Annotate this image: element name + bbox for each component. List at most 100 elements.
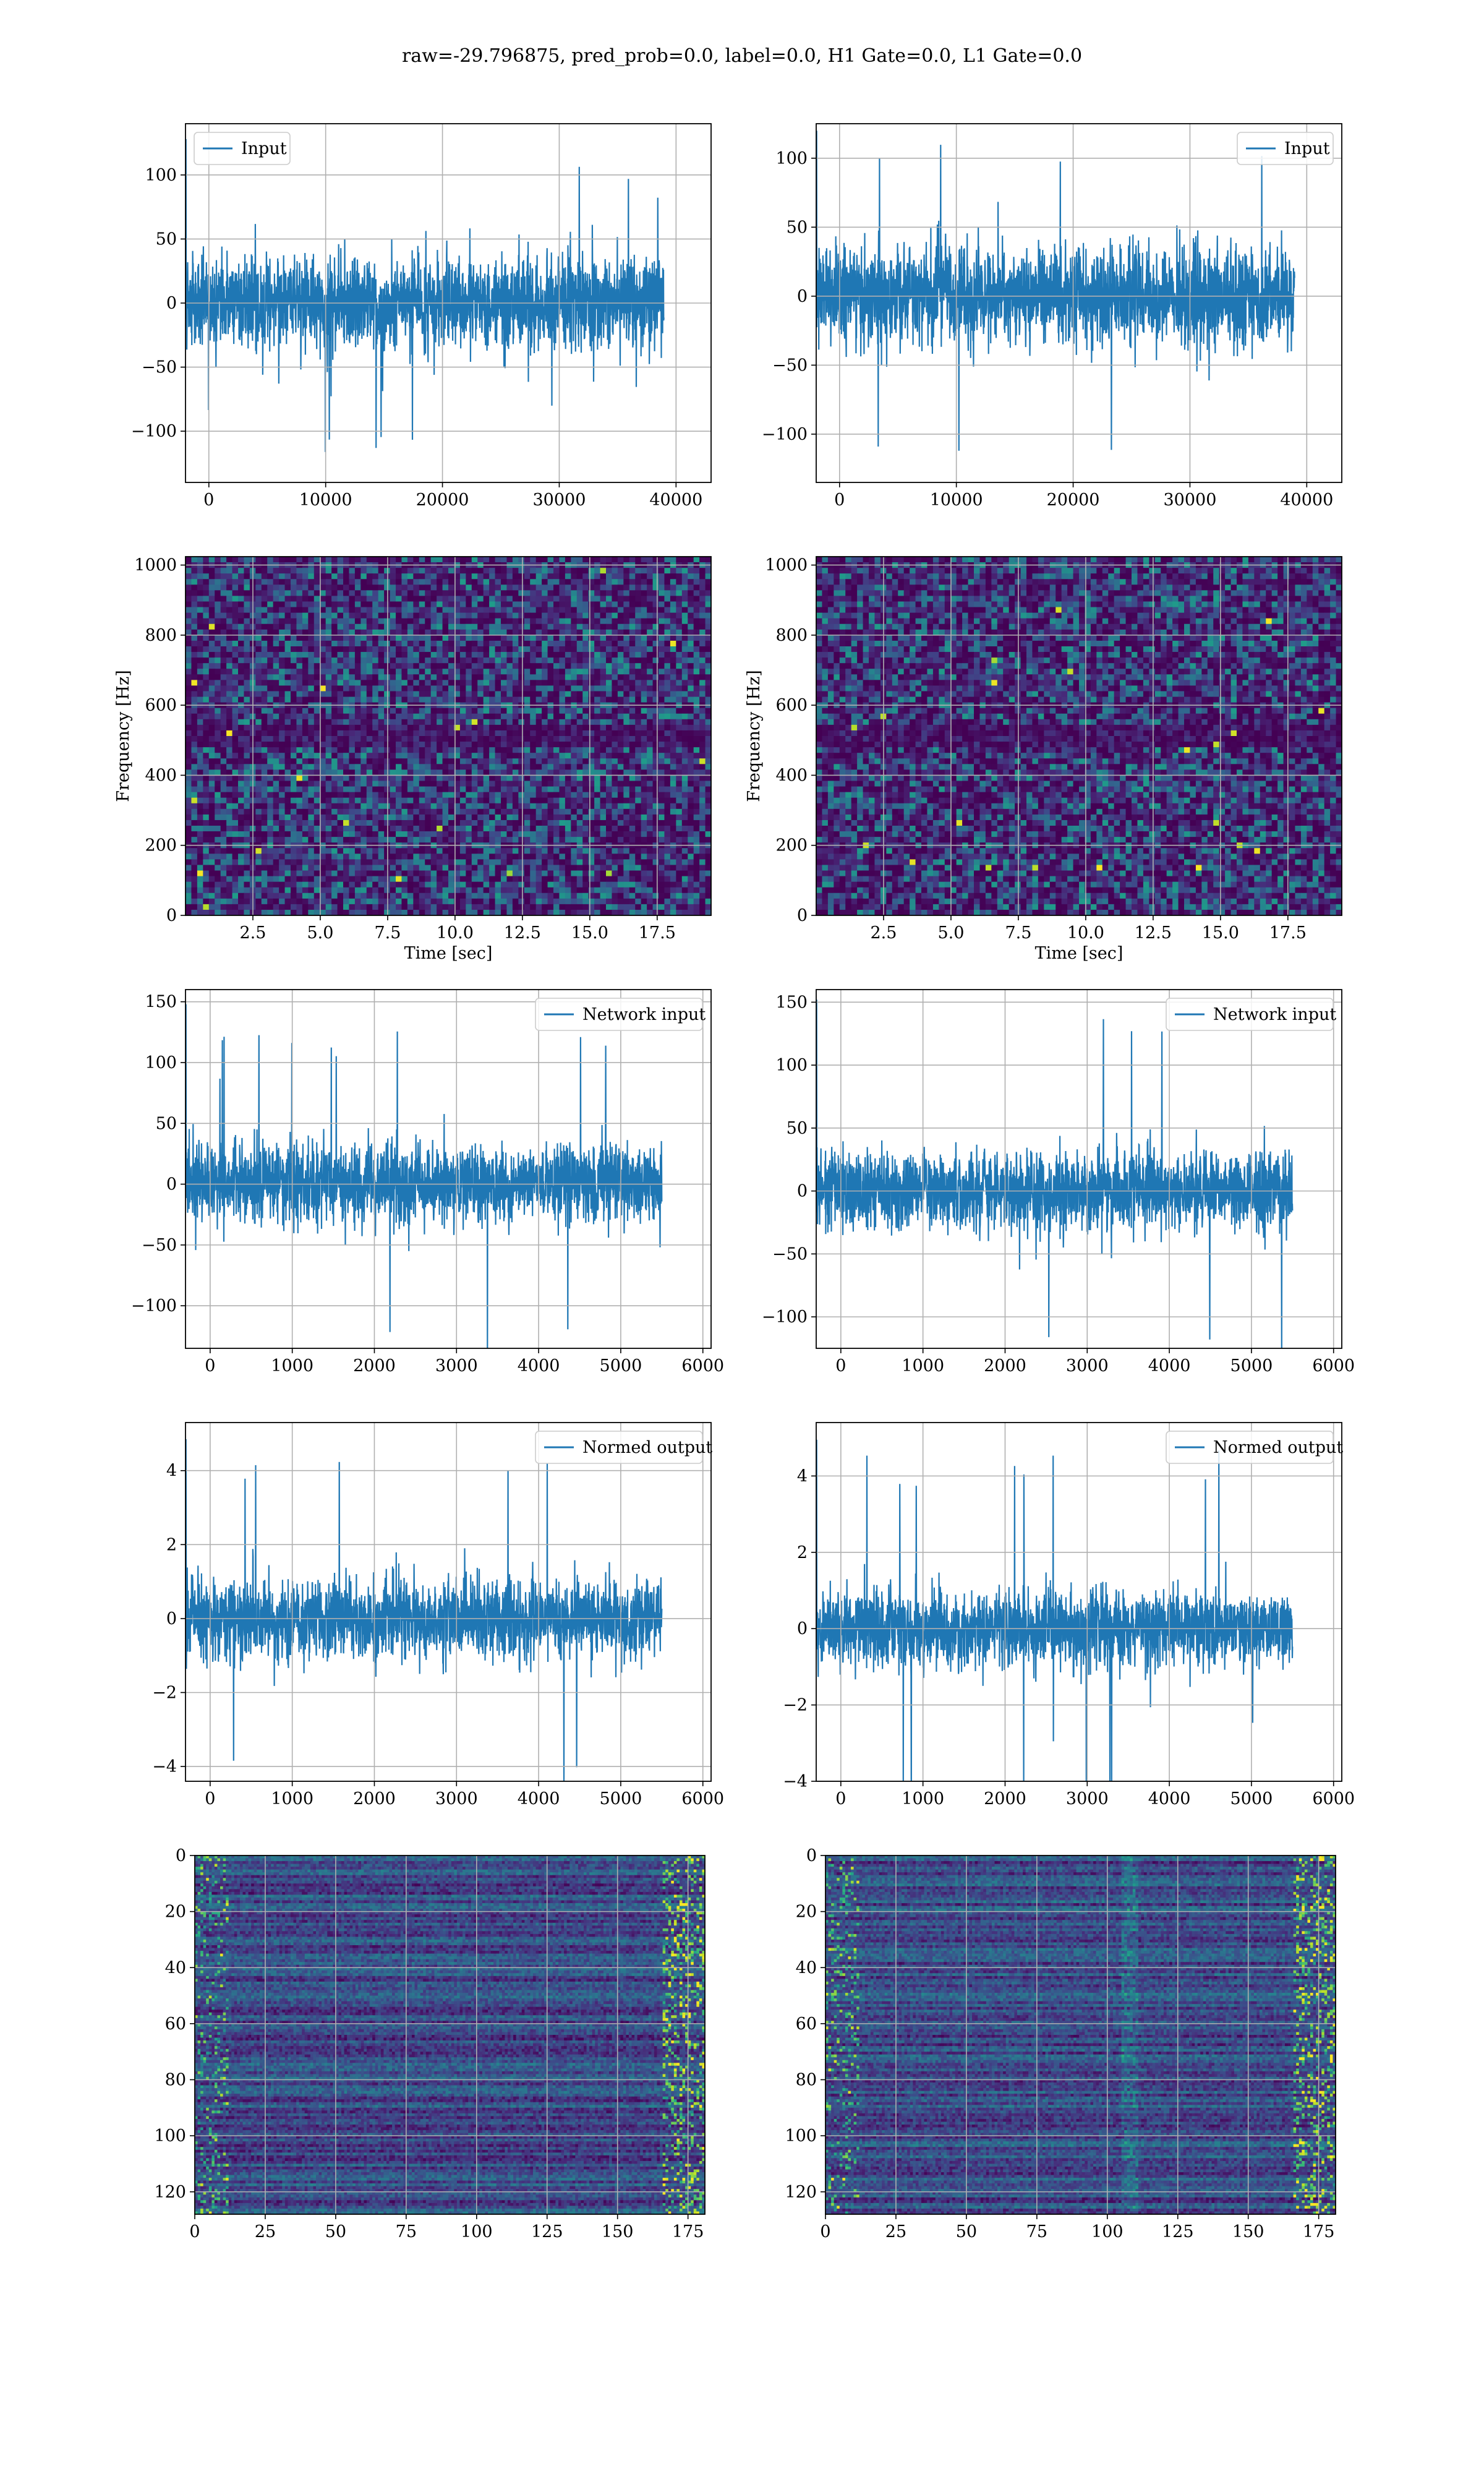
feature-map-l1-ytick-label-5: 100 — [785, 2126, 817, 2146]
spectrogram-h1-ytick-label-1: 200 — [145, 836, 177, 855]
input-h1-legend-label: Input — [241, 139, 287, 158]
spectrogram-h1-ytick-label-0: 0 — [166, 906, 177, 925]
feature-map-h1-ytick-label-2: 40 — [165, 1958, 186, 1977]
input-h1-xtick-label-1: 10000 — [299, 490, 352, 510]
spectrogram-l1-xtick-label-4: 12.5 — [1135, 923, 1172, 943]
input-h1-xtick-label-0: 0 — [203, 490, 214, 510]
input-h1-ytick-label-4: 100 — [145, 166, 177, 185]
network-input-h1-ytick-label-4: 100 — [145, 1053, 177, 1072]
input-l1-xtick-label-1: 10000 — [930, 490, 983, 510]
normed-output-h1-series-line — [186, 1439, 663, 1781]
network-input-l1-frame — [816, 989, 1342, 1349]
normed-output-l1-ytick-label-1: −2 — [783, 1696, 808, 1715]
input-l1-xtick-label-3: 30000 — [1163, 490, 1216, 510]
normed-output-h1-plot-area — [186, 1439, 663, 1781]
spectrogram-h1-frame — [185, 556, 712, 916]
feature-map-h1-xtick-label-6: 150 — [602, 2222, 634, 2241]
normed-output-l1-xtick-label-2: 2000 — [984, 1789, 1026, 1808]
normed-output-h1-legend: Normed output — [535, 1431, 712, 1464]
network-input-h1-plot-area — [186, 1004, 663, 1348]
feature-map-l1-ytick-label-1: 20 — [796, 1903, 817, 1922]
spectrogram-l1-axes: 2.5 5.0 7.5 10.0 12.5 15.0 17.5 0 200 400 600 800 10… — [744, 556, 1342, 963]
network-input-h1-legend: Network input — [535, 998, 706, 1031]
spectrogram-l1-xtick-label-2: 7.5 — [1005, 923, 1031, 943]
network-input-h1-ytick-label-0: −100 — [131, 1296, 177, 1316]
network-input-l1-ytick-label-4: 100 — [775, 1056, 808, 1075]
network-input-h1-xtick-label-3: 3000 — [435, 1356, 478, 1376]
spectrogram-h1-ytick-label-4: 800 — [145, 626, 177, 645]
input-h1-ytick-label-1: −50 — [142, 358, 177, 377]
spectrogram-h1-ytick-label-3: 600 — [145, 696, 177, 715]
feature-map-h1-xtick-label-3: 75 — [396, 2222, 417, 2241]
normed-output-l1-ytick-label-2: 0 — [797, 1619, 808, 1638]
spectrogram-h1-xlabel: Time [sec] — [404, 944, 493, 963]
network-input-h1-legend-box — [535, 998, 703, 1031]
network-input-h1-legend-label: Network input — [582, 1005, 706, 1024]
spectrogram-h1-axes: 2.5 5.0 7.5 10.0 12.5 15.0 17.5 0 200 400 600 800 10… — [114, 556, 712, 963]
feature-map-h1-xtick-label-4: 100 — [461, 2222, 493, 2241]
network-input-l1-grid — [816, 990, 1342, 1348]
network-input-l1-xtick-label-3: 3000 — [1066, 1356, 1109, 1376]
network-input-l1-xtick-label-4: 4000 — [1148, 1356, 1191, 1376]
feature-map-l1-xtick-label-5: 125 — [1162, 2222, 1194, 2241]
network-input-l1-legend-label: Network input — [1213, 1005, 1336, 1024]
spectrogram-l1-ytick-label-1: 200 — [775, 836, 808, 855]
normed-output-h1-xtick-label-6: 6000 — [681, 1789, 724, 1808]
feature-map-l1-xtick-label-2: 50 — [956, 2222, 977, 2241]
network-input-l1-ytick-label-1: −50 — [772, 1244, 808, 1264]
normed-output-l1-series-line — [816, 1439, 1294, 1781]
input-h1-series-line — [186, 139, 665, 452]
network-input-h1-xtick-label-4: 4000 — [518, 1356, 560, 1376]
normed-output-l1-frame — [816, 1422, 1342, 1782]
network-input-l1-ytick-label-3: 50 — [787, 1119, 808, 1138]
feature-map-h1-ytick-label-3: 60 — [165, 2014, 186, 2034]
normed-output-h1-xtick-label-0: 0 — [205, 1789, 215, 1808]
feature-map-h1-ytick-label-1: 20 — [165, 1903, 186, 1922]
network-input-h1-ytick-label-1: −50 — [142, 1236, 177, 1255]
input-l1-ytick-label-0: −100 — [762, 425, 808, 444]
normed-output-l1-ytick-label-0: −4 — [783, 1772, 808, 1791]
feature-map-h1-ytick-label-5: 100 — [154, 2126, 186, 2146]
network-input-h1-axes: 0 1000 2000 3000 4000 5000 6000 −100 −50 0 50 100 15… — [131, 989, 724, 1376]
input-l1-xtick-label-4: 40000 — [1280, 490, 1333, 510]
normed-output-l1-xtick-label-4: 4000 — [1148, 1789, 1191, 1808]
normed-output-h1-xtick-label-1: 1000 — [271, 1789, 313, 1808]
network-input-h1-frame — [185, 989, 712, 1349]
feature-map-h1-xtick-label-2: 50 — [325, 2222, 346, 2241]
feature-map-h1-ytick-label-6: 120 — [154, 2183, 186, 2202]
network-input-l1-xtick-label-5: 5000 — [1230, 1356, 1273, 1376]
feature-map-h1-ytick-label-0: 0 — [176, 1846, 186, 1865]
feature-map-l1-xtick-label-1: 25 — [885, 2222, 906, 2241]
feature-map-h1-xtick-label-1: 25 — [255, 2222, 276, 2241]
input-l1-plot-area — [816, 131, 1295, 451]
network-input-h1-ytick-label-2: 0 — [166, 1175, 177, 1194]
network-input-h1-ytick-label-5: 150 — [145, 993, 177, 1012]
feature-map-l1-xtick-label-0: 0 — [820, 2222, 830, 2241]
normed-output-l1-xtick-label-0: 0 — [835, 1789, 846, 1808]
input-h1-grid — [186, 124, 711, 482]
network-input-l1-xtick-label-1: 1000 — [902, 1356, 944, 1376]
normed-output-l1-legend-label: Normed output — [1213, 1438, 1343, 1457]
spectrogram-h1-xtick-label-0: 2.5 — [239, 923, 266, 943]
spectrogram-l1-xtick-label-3: 10.0 — [1067, 923, 1104, 943]
input-l1-grid — [816, 124, 1342, 482]
normed-output-h1-ytick-label-1: −2 — [152, 1683, 177, 1702]
normed-output-h1-xtick-label-5: 5000 — [600, 1789, 642, 1808]
network-input-l1-ytick-label-2: 0 — [797, 1182, 808, 1201]
spectrogram-l1-ytick-label-0: 0 — [797, 906, 808, 925]
spectrogram-l1-ytick-label-4: 800 — [775, 626, 808, 645]
network-input-l1-ytick-label-0: −100 — [762, 1308, 808, 1327]
network-input-h1-xtick-label-6: 6000 — [681, 1356, 724, 1376]
network-input-l1-plot-area — [816, 999, 1294, 1348]
spectrogram-h1-xtick-label-5: 15.0 — [571, 923, 608, 943]
input-l1-legend-box — [1237, 132, 1334, 165]
normed-output-l1-grid — [816, 1423, 1342, 1782]
feature-map-l1-xtick-label-4: 100 — [1091, 2222, 1124, 2241]
input-l1-legend: Input — [1237, 132, 1334, 165]
input-l1-frame — [816, 123, 1342, 483]
feature-map-l1-ytick-label-2: 40 — [796, 1958, 817, 1977]
feature-map-l1-plot-area — [825, 1856, 1336, 2214]
feature-map-h1-plot-area — [195, 1856, 705, 2214]
input-l1-xtick-label-0: 0 — [834, 490, 845, 510]
input-h1-legend-box — [194, 132, 291, 165]
